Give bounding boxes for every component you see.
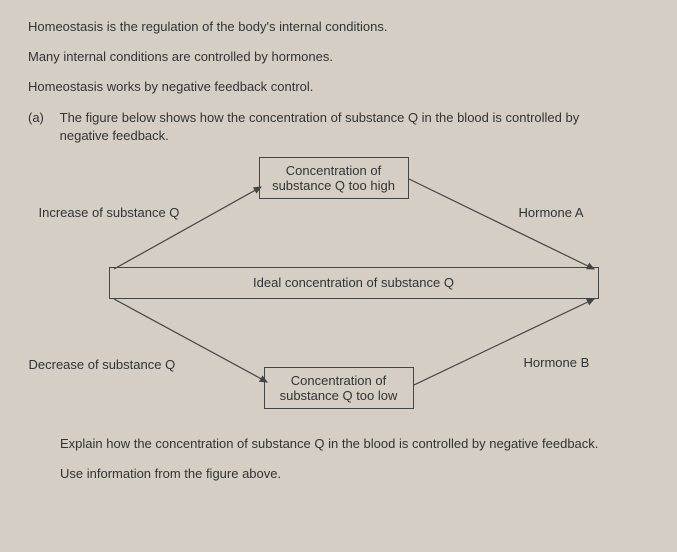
instruction-2: Use information from the figure above.	[60, 465, 649, 483]
top-box: Concentration of substance Q too high	[259, 157, 409, 199]
question-a: (a) The figure below shows how the conce…	[28, 109, 649, 145]
feedback-diagram: Concentration of substance Q too high In…	[29, 157, 649, 417]
label-hormone-a: Hormone A	[519, 205, 584, 220]
middle-box-text: Ideal concentration of substance Q	[253, 275, 454, 290]
part-label: (a)	[28, 109, 56, 127]
intro-line-3: Homeostasis works by negative feedback c…	[28, 78, 649, 96]
worksheet-page: Homeostasis is the regulation of the bod…	[0, 0, 677, 552]
top-box-text: Concentration of substance Q too high	[272, 163, 395, 193]
intro-line-1: Homeostasis is the regulation of the bod…	[28, 18, 649, 36]
middle-box: Ideal concentration of substance Q	[109, 267, 599, 299]
label-decrease: Decrease of substance Q	[29, 357, 176, 372]
label-hormone-b: Hormone B	[524, 355, 590, 370]
instruction-1: Explain how the concentration of substan…	[60, 435, 620, 453]
bottom-box-text: Concentration of substance Q too low	[280, 373, 398, 403]
label-increase: Increase of substance Q	[39, 205, 180, 220]
intro-line-2: Many internal conditions are controlled …	[28, 48, 649, 66]
part-text: The figure below shows how the concentra…	[60, 109, 620, 145]
bottom-box: Concentration of substance Q too low	[264, 367, 414, 409]
